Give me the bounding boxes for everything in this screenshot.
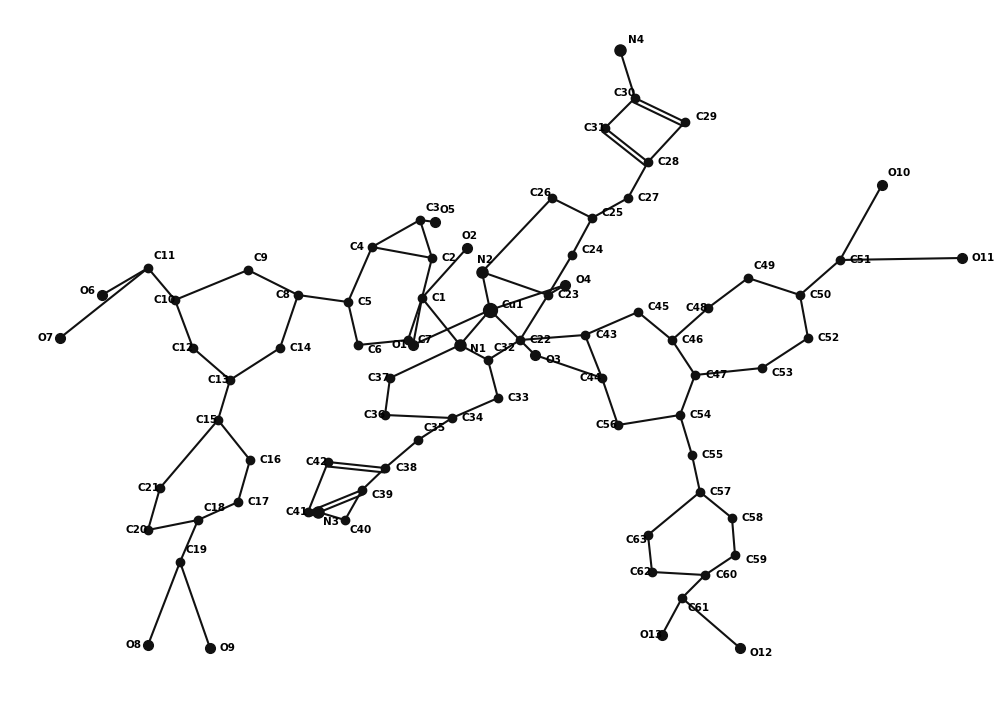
Text: O1: O1	[391, 340, 407, 350]
Text: C13: C13	[208, 375, 230, 385]
Text: C28: C28	[658, 157, 680, 167]
Text: N3: N3	[323, 517, 339, 527]
Text: C33: C33	[508, 393, 530, 403]
Text: C19: C19	[185, 545, 207, 555]
Text: C49: C49	[753, 261, 775, 271]
Text: C3: C3	[425, 203, 440, 213]
Text: C6: C6	[368, 345, 383, 355]
Text: C34: C34	[462, 413, 484, 423]
Text: C41: C41	[286, 507, 308, 517]
Text: C25: C25	[602, 208, 624, 218]
Text: C1: C1	[432, 293, 447, 303]
Text: C63: C63	[626, 535, 648, 545]
Text: O11: O11	[972, 253, 995, 263]
Text: N1: N1	[470, 344, 486, 354]
Text: C50: C50	[810, 290, 832, 300]
Text: C2: C2	[442, 253, 457, 263]
Text: C46: C46	[682, 335, 704, 345]
Text: O13: O13	[640, 630, 663, 640]
Text: O10: O10	[887, 168, 910, 178]
Text: C18: C18	[203, 503, 225, 513]
Text: C45: C45	[648, 302, 670, 312]
Text: O9: O9	[220, 643, 236, 653]
Text: N4: N4	[628, 35, 644, 45]
Text: C32: C32	[493, 343, 515, 353]
Text: C31: C31	[583, 123, 605, 133]
Text: C39: C39	[372, 490, 394, 500]
Text: C12: C12	[171, 343, 193, 353]
Text: C23: C23	[558, 290, 580, 300]
Text: C53: C53	[772, 368, 794, 378]
Text: O3: O3	[545, 355, 561, 365]
Text: C37: C37	[368, 373, 390, 383]
Text: C10: C10	[153, 295, 175, 305]
Text: C5: C5	[358, 297, 373, 307]
Text: C16: C16	[260, 455, 282, 465]
Text: C15: C15	[196, 415, 218, 425]
Text: O6: O6	[80, 286, 96, 296]
Text: O12: O12	[750, 648, 773, 658]
Text: C8: C8	[276, 290, 291, 300]
Text: C29: C29	[695, 112, 717, 122]
Text: C40: C40	[350, 525, 372, 535]
Text: C24: C24	[582, 245, 604, 255]
Text: N2: N2	[477, 255, 493, 265]
Text: C35: C35	[423, 423, 445, 433]
Text: O8: O8	[126, 640, 142, 650]
Text: C36: C36	[363, 410, 385, 420]
Text: C44: C44	[580, 373, 602, 383]
Text: C56: C56	[596, 420, 618, 430]
Text: C54: C54	[690, 410, 712, 420]
Text: C51: C51	[850, 255, 872, 265]
Text: C52: C52	[818, 333, 840, 343]
Text: C59: C59	[745, 555, 767, 565]
Text: C47: C47	[705, 370, 727, 380]
Text: C11: C11	[153, 251, 175, 261]
Text: C22: C22	[530, 335, 552, 345]
Text: C9: C9	[253, 253, 268, 263]
Text: C14: C14	[290, 343, 312, 353]
Text: O4: O4	[575, 275, 591, 285]
Text: C58: C58	[742, 513, 764, 523]
Text: C57: C57	[710, 487, 732, 497]
Text: C42: C42	[306, 457, 328, 467]
Text: C61: C61	[687, 603, 709, 613]
Text: C27: C27	[638, 193, 660, 203]
Text: O2: O2	[462, 231, 478, 241]
Text: C4: C4	[350, 242, 365, 252]
Text: C20: C20	[126, 525, 148, 535]
Text: C26: C26	[530, 188, 552, 198]
Text: C62: C62	[630, 567, 652, 577]
Text: C17: C17	[248, 497, 270, 507]
Text: C30: C30	[613, 88, 635, 98]
Text: O7: O7	[38, 333, 54, 343]
Text: C38: C38	[395, 463, 417, 473]
Text: Cu1: Cu1	[502, 300, 524, 310]
Text: C43: C43	[595, 330, 617, 340]
Text: C55: C55	[702, 450, 724, 460]
Text: O5: O5	[440, 205, 456, 215]
Text: C60: C60	[715, 570, 737, 580]
Text: C48: C48	[686, 303, 708, 313]
Text: C7: C7	[418, 335, 433, 345]
Text: C21: C21	[138, 483, 160, 493]
